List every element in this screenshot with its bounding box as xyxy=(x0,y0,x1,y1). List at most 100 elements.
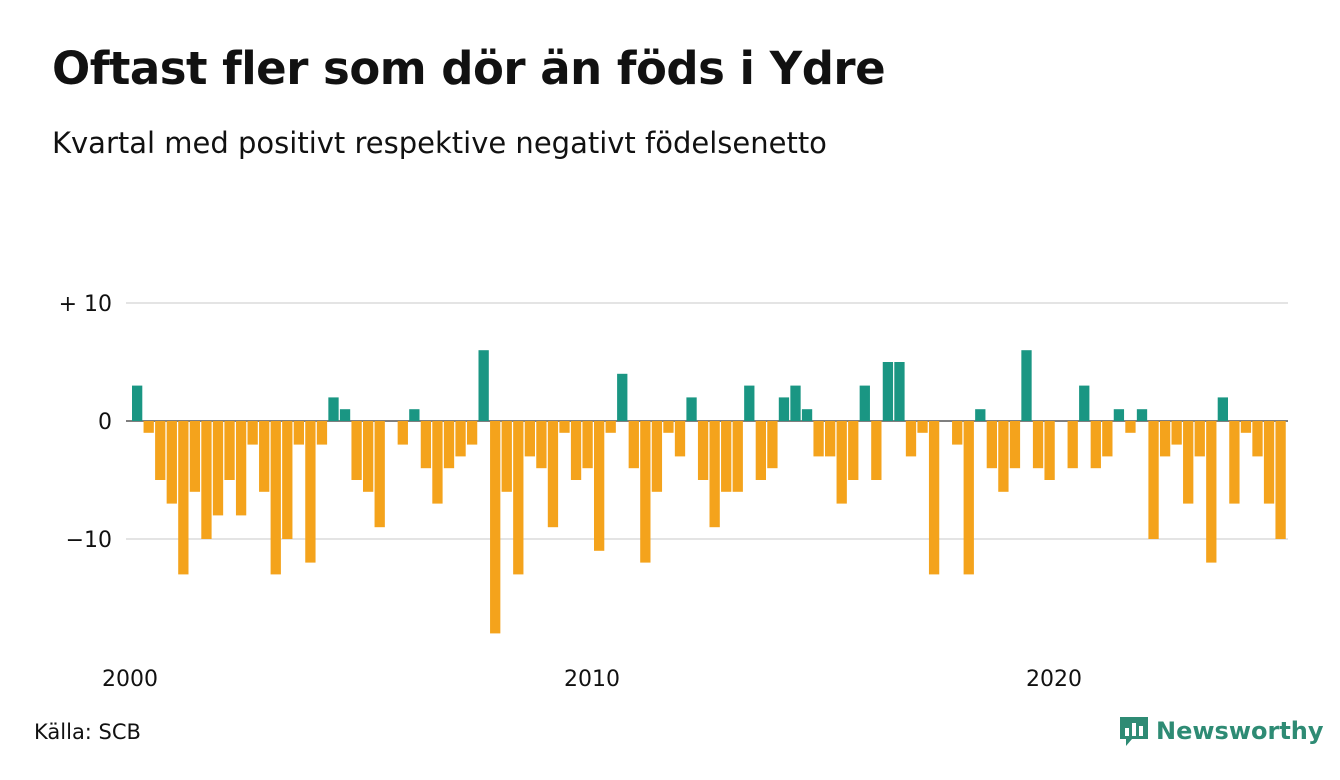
bar-quarter-24 xyxy=(409,409,420,421)
bar-quarter-21 xyxy=(374,421,385,528)
bar-quarter-57 xyxy=(790,385,801,421)
bar-quarter-72 xyxy=(963,421,974,575)
source-note: Källa: SCB xyxy=(34,720,141,744)
bar-quarter-64 xyxy=(871,421,882,480)
bar-quarter-42 xyxy=(617,373,628,421)
brand-name: Newsworthy xyxy=(1156,717,1324,745)
bar-quarter-43 xyxy=(628,421,639,469)
bar-quarter-51 xyxy=(721,421,732,492)
bar-quarter-33 xyxy=(513,421,524,575)
bar-quarter-71 xyxy=(952,421,963,445)
bar-quarter-74 xyxy=(986,421,997,469)
bar-quarter-62 xyxy=(848,421,859,480)
bar-quarter-86 xyxy=(1125,421,1136,433)
axis-labels: + 10 0 −10 2000 2010 2020 xyxy=(59,292,1082,692)
bar-quarter-96 xyxy=(1240,421,1252,433)
chart-title: Oftast fler som dör än föds i Ydre xyxy=(52,42,886,95)
bar-quarter-25 xyxy=(420,421,432,469)
bar-quarter-6 xyxy=(201,421,212,539)
bar-quarter-39 xyxy=(582,421,593,469)
bar-quarter-78 xyxy=(1032,421,1044,469)
bar-quarter-59 xyxy=(813,421,824,457)
bar-quarter-38 xyxy=(570,421,582,480)
bar-quarter-91 xyxy=(1183,421,1194,504)
bar-quarter-50 xyxy=(709,421,720,528)
bar-quarter-77 xyxy=(1021,350,1032,421)
bar-quarter-93 xyxy=(1206,421,1217,563)
bar-quarter-87 xyxy=(1136,409,1148,421)
bar-quarter-15 xyxy=(305,421,316,563)
bar-quarter-19 xyxy=(351,421,362,480)
bar-quarter-67 xyxy=(905,421,917,457)
bar-quarter-60 xyxy=(825,421,836,457)
bar-quarter-40 xyxy=(594,421,605,551)
bar-quarter-29 xyxy=(466,421,478,445)
bar-quarter-44 xyxy=(640,421,651,563)
bar-quarter-12 xyxy=(270,421,281,575)
bar-quarter-46 xyxy=(663,421,674,433)
bar-quarter-8 xyxy=(224,421,235,480)
bar-quarter-34 xyxy=(524,421,535,457)
bar-quarter-36 xyxy=(547,421,559,528)
bar-quarter-11 xyxy=(259,421,270,492)
bar-quarter-68 xyxy=(917,421,928,433)
bar-quarter-69 xyxy=(928,421,940,575)
bar-quarter-53 xyxy=(744,385,755,421)
bar-quarter-65 xyxy=(882,362,894,421)
bar-quarter-7 xyxy=(212,421,224,516)
bar-quarter-20 xyxy=(363,421,374,492)
bar-quarter-61 xyxy=(836,421,847,504)
bar-quarter-90 xyxy=(1171,421,1182,445)
bar-quarter-2 xyxy=(155,421,166,480)
bar-quarter-81 xyxy=(1067,421,1078,469)
bar-quarter-49 xyxy=(697,421,709,480)
x-tick-label: 2010 xyxy=(564,667,620,692)
bar-quarter-14 xyxy=(293,421,304,445)
bar-quarter-37 xyxy=(559,421,570,433)
bar-quarter-4 xyxy=(178,421,189,575)
bar-quarter-27 xyxy=(443,421,455,469)
bar-quarter-48 xyxy=(686,397,697,421)
bar-quarter-63 xyxy=(859,385,870,421)
bar-quarter-16 xyxy=(316,421,328,445)
bar-quarter-17 xyxy=(328,397,339,421)
bar-quarter-66 xyxy=(894,362,905,421)
bar-quarter-23 xyxy=(397,421,408,445)
bar-quarter-94 xyxy=(1217,397,1228,421)
bar-quarter-1 xyxy=(143,421,154,433)
bar-quarter-28 xyxy=(455,421,466,457)
bar-quarter-73 xyxy=(975,409,986,421)
bar-quarter-9 xyxy=(235,421,247,516)
bar-quarter-99 xyxy=(1275,421,1286,539)
bar-quarter-83 xyxy=(1090,421,1101,469)
brand-logo: Newsworthy xyxy=(1118,714,1324,748)
bar-quarter-79 xyxy=(1044,421,1055,480)
bar-quarter-3 xyxy=(166,421,177,504)
bar-quarter-41 xyxy=(605,421,616,433)
bars xyxy=(132,350,1286,634)
bar-quarter-84 xyxy=(1102,421,1113,457)
bar-quarter-58 xyxy=(801,409,813,421)
bar-quarter-45 xyxy=(651,421,663,492)
bar-quarter-92 xyxy=(1194,421,1205,457)
chart-subtitle: Kvartal med positivt respektive negativt… xyxy=(52,126,827,160)
bar-quarter-82 xyxy=(1079,385,1090,421)
bar-quarter-98 xyxy=(1263,421,1275,504)
bar-quarter-89 xyxy=(1159,421,1171,457)
bar-quarter-30 xyxy=(478,350,489,421)
bar-chart-speech-bubble-icon xyxy=(1120,717,1148,746)
bar-quarter-52 xyxy=(732,421,743,492)
bar-chart: + 10 0 −10 2000 2010 2020 xyxy=(59,292,1288,692)
x-tick-label: 2020 xyxy=(1026,667,1082,692)
bar-quarter-18 xyxy=(339,409,351,421)
bar-quarter-95 xyxy=(1229,421,1240,504)
bar-quarter-10 xyxy=(247,421,258,445)
bar-quarter-55 xyxy=(767,421,778,469)
bar-quarter-31 xyxy=(490,421,501,634)
y-tick-label: + 10 xyxy=(59,292,112,317)
bar-quarter-88 xyxy=(1148,421,1159,539)
bar-quarter-35 xyxy=(536,421,547,469)
bar-quarter-0 xyxy=(132,385,143,421)
bar-quarter-85 xyxy=(1113,409,1125,421)
y-tick-label: −10 xyxy=(66,528,112,553)
